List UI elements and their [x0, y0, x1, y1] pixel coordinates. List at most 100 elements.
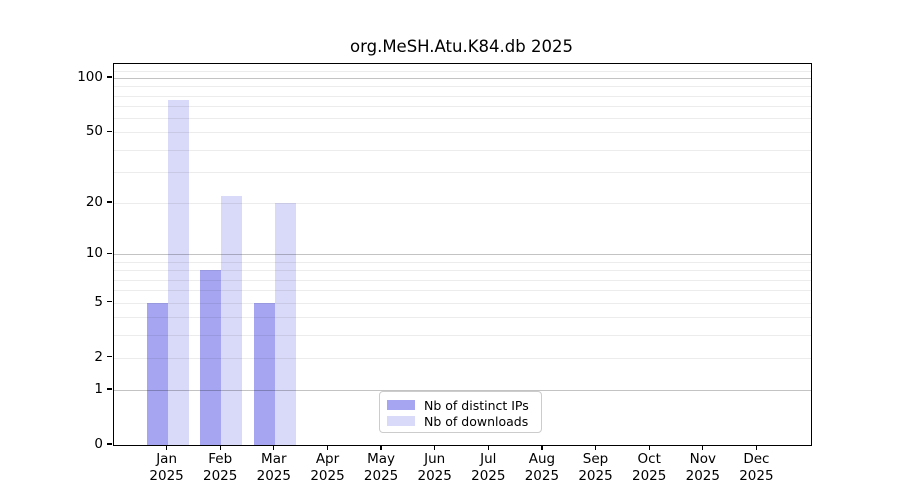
- y-tick-label: 0: [94, 436, 103, 452]
- x-tick-mark: [487, 445, 489, 450]
- y-tick-mark: [107, 443, 112, 445]
- x-tick-year: 2025: [524, 467, 560, 484]
- minor-gridline: [114, 290, 811, 292]
- minor-gridline: [114, 149, 811, 151]
- minor-gridline: [114, 171, 811, 173]
- x-tick-label-jan: Jan 2025: [139, 451, 195, 484]
- y-tick-mark: [107, 76, 112, 78]
- y-tick-mark: [107, 300, 112, 303]
- x-tick-mark: [380, 445, 382, 450]
- x-tick-label-sep: Sep 2025: [568, 451, 624, 484]
- x-tick-year: 2025: [632, 467, 667, 484]
- legend-label-downloads: Nb of downloads: [424, 413, 529, 429]
- x-tick-month: Nov: [689, 451, 716, 467]
- x-tick-year: 2025: [685, 467, 720, 484]
- x-tick-month: Dec: [743, 451, 770, 467]
- x-tick-month: Feb: [208, 451, 233, 467]
- legend-label-distinct-ips: Nb of distinct IPs: [424, 397, 529, 413]
- minor-gridline: [114, 70, 811, 72]
- x-tick-label-dec: Dec 2025: [728, 451, 784, 484]
- x-tick-mark: [648, 445, 650, 450]
- minor-gridline: [114, 202, 811, 204]
- y-tick-label: 20: [85, 193, 103, 210]
- y-tick-mark: [107, 388, 112, 390]
- x-tick-mark: [165, 445, 168, 450]
- x-tick-label-may: May 2025: [353, 451, 409, 484]
- y-tick-label: 5: [94, 293, 103, 310]
- minor-gridline: [114, 118, 811, 120]
- y-tick-mark: [107, 130, 112, 132]
- legend-entry-distinct-ips: Nb of distinct IPs: [387, 397, 533, 413]
- y-tick-mark: [107, 201, 112, 203]
- x-tick-year: 2025: [739, 467, 774, 484]
- bar-downloads-mar: [274, 202, 296, 445]
- bar-distinct-ips-mar: [253, 302, 275, 445]
- x-tick-month: Oct: [637, 451, 661, 467]
- x-tick-label-apr: Apr 2025: [300, 451, 356, 484]
- y-tick-mark: [107, 252, 112, 254]
- x-tick-year: 2025: [363, 467, 399, 484]
- legend-swatch-distinct-ips: [387, 400, 415, 410]
- x-tick-month: Aug: [528, 451, 556, 467]
- minor-gridline: [114, 261, 811, 263]
- legend-swatch-downloads: [387, 416, 415, 426]
- x-tick-label-mar: Mar 2025: [246, 451, 302, 484]
- minor-gridline: [114, 334, 811, 336]
- minor-gridline: [114, 302, 811, 304]
- major-gridline: [114, 254, 811, 256]
- x-tick-label-nov: Nov 2025: [675, 451, 731, 484]
- x-tick-year: 2025: [149, 467, 184, 484]
- x-tick-mark: [219, 445, 221, 450]
- minor-gridline: [114, 279, 811, 281]
- x-tick-month: Apr: [315, 451, 340, 467]
- y-tick-label: 10: [85, 245, 103, 262]
- x-tick-month: May: [367, 451, 396, 467]
- x-tick-label-jun: Jun 2025: [407, 451, 463, 484]
- y-tick-label: 2: [94, 348, 103, 365]
- x-tick-month: Jan: [156, 451, 177, 467]
- y-tick-label: 50: [85, 123, 103, 140]
- x-tick-mark: [541, 445, 543, 450]
- x-tick-year: 2025: [578, 467, 613, 484]
- minor-gridline: [114, 86, 811, 88]
- bar-downloads-feb: [221, 195, 243, 445]
- plot-area: [113, 63, 812, 446]
- minor-gridline: [114, 270, 811, 272]
- x-tick-label-oct: Oct 2025: [621, 451, 677, 484]
- x-tick-month: Jul: [480, 451, 497, 467]
- x-tick-month: Mar: [261, 451, 287, 467]
- x-tick-label-aug: Aug 2025: [514, 451, 570, 484]
- major-gridline: [114, 389, 811, 391]
- x-tick-month: Jun: [424, 451, 446, 467]
- minor-gridline: [114, 357, 811, 359]
- x-tick-mark: [755, 445, 758, 450]
- minor-gridline: [114, 95, 811, 97]
- x-tick-mark: [702, 445, 704, 450]
- chart-legend: Nb of distinct IPs Nb of downloads: [379, 391, 542, 433]
- chart-title: org.MeSH.Atu.K84.db 2025: [350, 37, 573, 56]
- x-tick-label-feb: Feb 2025: [192, 451, 248, 484]
- bar-downloads-jan: [167, 99, 189, 445]
- x-tick-mark: [434, 445, 436, 450]
- minor-gridline: [114, 132, 811, 134]
- bar-distinct-ips-feb: [200, 270, 222, 445]
- y-tick-label: 1: [94, 380, 103, 397]
- x-tick-mark: [326, 445, 329, 450]
- x-tick-year: 2025: [256, 467, 291, 484]
- legend-entry-downloads: Nb of downloads: [387, 413, 533, 429]
- x-tick-year: 2025: [310, 467, 345, 484]
- y-tick-label: 100: [77, 69, 103, 85]
- x-tick-label-jul: Jul 2025: [460, 451, 516, 484]
- minor-gridline: [114, 106, 811, 107]
- x-tick-mark: [273, 445, 275, 450]
- major-gridline: [114, 78, 811, 79]
- y-tick-mark: [107, 355, 112, 358]
- x-tick-year: 2025: [471, 467, 506, 484]
- x-tick-year: 2025: [203, 467, 238, 484]
- x-tick-month: Sep: [582, 451, 609, 467]
- bar-distinct-ips-jan: [146, 302, 168, 445]
- minor-gridline: [114, 317, 811, 318]
- x-tick-year: 2025: [417, 467, 452, 484]
- x-tick-mark: [594, 445, 597, 450]
